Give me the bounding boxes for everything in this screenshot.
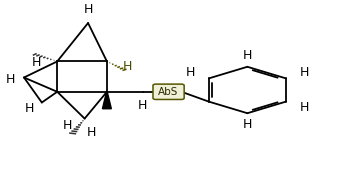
Text: H: H (32, 56, 41, 69)
Text: H: H (243, 118, 252, 131)
Polygon shape (103, 92, 111, 109)
Text: H: H (123, 60, 132, 73)
Text: H: H (138, 99, 148, 112)
Text: H: H (25, 102, 34, 115)
Text: H: H (6, 73, 15, 86)
Text: AbS: AbS (158, 87, 179, 97)
FancyBboxPatch shape (153, 84, 184, 100)
Text: H: H (300, 66, 309, 79)
Text: H: H (300, 101, 309, 114)
Text: H: H (87, 126, 96, 139)
Text: H: H (83, 3, 93, 16)
Text: H: H (243, 49, 252, 62)
Text: H: H (186, 66, 195, 79)
Text: H: H (63, 119, 72, 132)
